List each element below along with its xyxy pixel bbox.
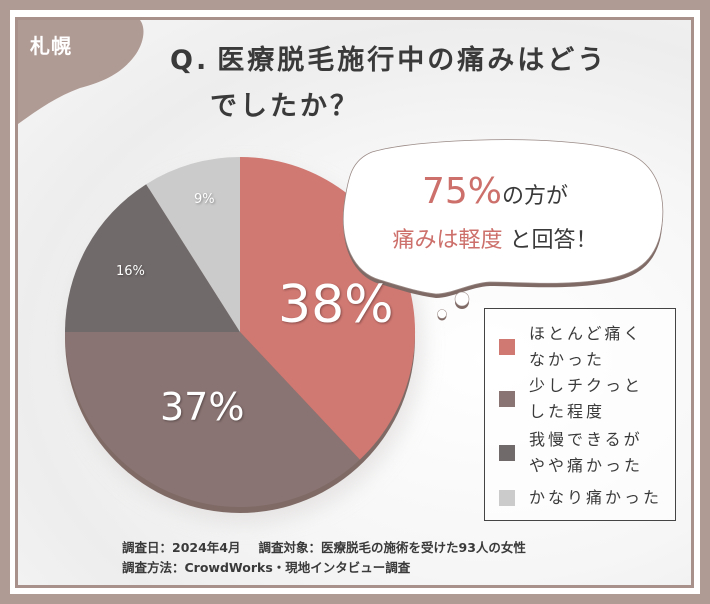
survey-date: 調査日：2024年4月 [122,540,241,555]
legend-swatch [499,339,515,355]
pie-label-38: 38% [278,275,394,335]
pie-label-37: 37% [160,385,245,429]
bubble-line-1: 75%の方が [350,170,640,219]
pie-slice-bearable-pain [64,184,240,332]
legend-label: かなり痛かった [529,488,663,507]
legend-swatch [499,490,515,506]
legend-item-quite-painful: かなり痛かった [499,485,662,511]
bubble-line-1-suffix: の方が [502,184,569,209]
legend-item-bearable-pain: 我慢できるが やや痛かった [499,427,643,479]
speech-bubble [342,139,664,321]
corner-blob-decoration [18,20,144,124]
legend-item-slight-prick: 少しチクっと した程度 [499,373,643,425]
chart-legend: ほとんど痛く なかった 少しチクっと した程度 我慢できるが やや痛かった かな… [484,308,676,521]
city-badge: 札幌 [30,34,72,58]
bubble-line-2: 痛みは軽度 と回答！ [350,219,640,263]
bubble-line-2-suffix: と回答！ [509,228,598,253]
question-title: Q. 医療脱毛施行中の痛みはどう でしたか？ [170,38,607,130]
pie-label-16: 16% [116,264,145,279]
bubble-highlight-text: 痛みは軽度 [392,228,503,253]
legend-item-almost-no-pain: ほとんど痛く なかった [499,321,643,373]
question-line-2: でしたか？ [210,91,360,122]
bubble-highlight-percent: 75% [421,171,502,212]
pie-label-9: 9% [194,192,215,207]
pie-slice-slight-prick [65,332,360,508]
frame-inner-line [15,17,694,588]
legend-swatch [499,445,515,461]
question-line-1: 医療脱毛施行中の痛みはどう [217,45,608,76]
legend-label: 少しチクっと した程度 [529,376,644,421]
legend-label: ほとんど痛く なかった [529,324,643,369]
bubble-callout: 75%の方が 痛みは軽度 と回答！ [350,170,640,263]
survey-footer: 調査日：2024年4月 調査対象：医療脱毛の施術を受けた93人の女性 調査方法：C… [122,538,526,578]
question-prefix: Q. [170,45,210,76]
pie-slice-quite-painful [146,156,240,332]
survey-method: 調査方法：CrowdWorks・現地インタビュー調査 [122,560,411,575]
survey-target: 調査対象：医療脱毛の施術を受けた93人の女性 [258,540,526,555]
legend-label: 我慢できるが やや痛かった [529,430,644,475]
legend-swatch [499,391,515,407]
